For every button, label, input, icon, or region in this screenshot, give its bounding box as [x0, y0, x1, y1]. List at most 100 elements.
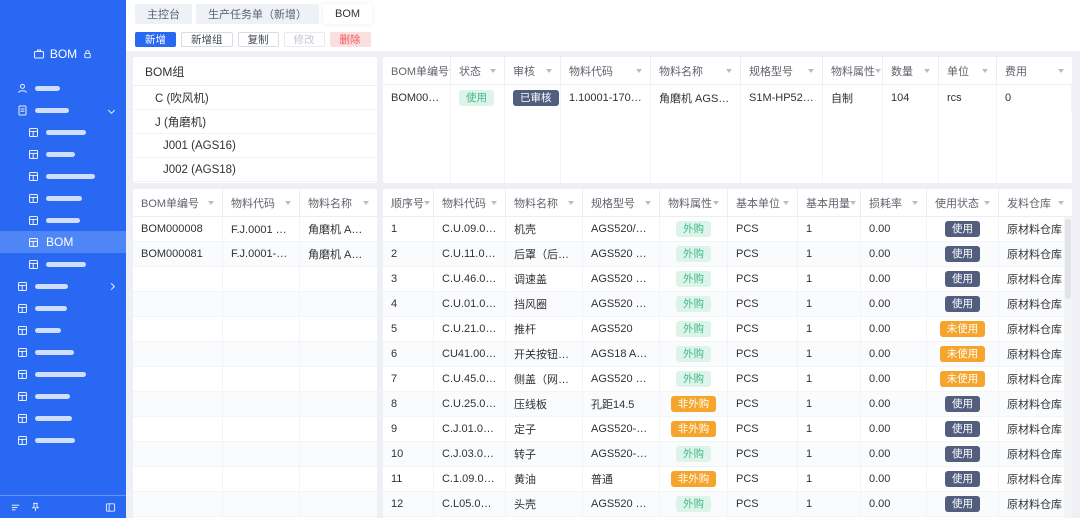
sidebar-item[interactable] — [0, 77, 126, 99]
tree-node-c[interactable]: C (吹风机) — [133, 86, 377, 110]
sidebar-item[interactable] — [0, 429, 126, 451]
column-header[interactable]: 发料仓库 — [999, 189, 1072, 217]
sidebar-item[interactable] — [0, 187, 126, 209]
table-row[interactable]: 2 C.U.11.0023 后罩（后手柄） AGS520 521 外购 PCS 1 0.00 使… — [383, 242, 1072, 267]
pin-icon[interactable] — [30, 502, 41, 513]
filter-caret-icon[interactable] — [875, 68, 881, 73]
filter-caret-icon[interactable] — [982, 68, 988, 73]
column-header[interactable]: 物料名称 — [651, 57, 741, 85]
table-row[interactable]: 4 C.U.01.0023 挡风圈 AGS520 521 外购 PCS 1 0.00 使用 原材料… — [383, 292, 1072, 317]
tab-bom[interactable]: BOM — [323, 4, 373, 24]
column-header[interactable]: 基本用量 — [798, 189, 861, 217]
filter-caret-icon[interactable] — [568, 200, 574, 205]
column-header[interactable]: 顺序号 — [383, 189, 434, 217]
add-button[interactable]: 新增 — [135, 32, 176, 47]
filter-caret-icon[interactable] — [491, 200, 497, 205]
filter-caret-icon[interactable] — [490, 68, 496, 73]
column-header[interactable]: 数量 — [883, 57, 939, 85]
sidebar-item[interactable] — [0, 363, 126, 385]
modify-button[interactable]: 修改 — [283, 32, 325, 47]
lock-icon[interactable] — [82, 49, 93, 60]
filter-caret-icon[interactable] — [208, 200, 214, 205]
tab-console[interactable]: 主控台 — [135, 4, 192, 24]
sidebar-item[interactable] — [0, 99, 126, 121]
table-row[interactable]: 12 C.L05.0035 头壳 AGS520 521 外购 PCS 1 0.00 使用 原材料仓… — [383, 492, 1072, 517]
copy-button[interactable]: 复制 — [237, 32, 279, 47]
column-header[interactable]: 物料属性 — [660, 189, 728, 217]
sidebar-item[interactable] — [0, 297, 126, 319]
sidebar-item[interactable] — [0, 275, 126, 297]
filter-caret-icon[interactable] — [1058, 200, 1064, 205]
column-header[interactable]: 基本单位 — [728, 189, 798, 217]
sidebar-item[interactable] — [0, 341, 126, 363]
sort-icon[interactable] — [10, 502, 21, 513]
table-row[interactable]: BOM000008 F.J.0001 1707-095 宁... 角磨机 AGS52… — [133, 217, 377, 242]
column-header[interactable]: 状态 — [451, 57, 505, 85]
table-row[interactable]: 1 C.U.09.002 机壳 AGS520/DPS 外购 PCS 1 0.00 使用 原材料仓库 — [383, 217, 1072, 242]
table-row[interactable]: 5 C.U.21.0005 推杆 AGS520 外购 PCS 1 0.00 未使用 原材料仓库 — [383, 317, 1072, 342]
table-row[interactable]: 8 C.U.25.0002 压线板 孔距14.5 非外购 PCS 1 0.00 使用 原材料仓库 — [383, 392, 1072, 417]
scrollbar-thumb[interactable] — [1065, 219, 1071, 299]
column-header[interactable]: BOM单编号 — [133, 189, 223, 217]
filter-caret-icon[interactable] — [713, 200, 719, 205]
filter-caret-icon[interactable] — [546, 68, 552, 73]
cell: PCS — [728, 392, 798, 417]
filter-caret-icon[interactable] — [850, 200, 856, 205]
column-header[interactable]: 物料代码 — [223, 189, 300, 217]
sidebar-item-bom[interactable]: BOM — [0, 231, 126, 253]
column-header[interactable]: 物料名称 — [506, 189, 583, 217]
sidebar-item[interactable] — [0, 385, 126, 407]
column-header[interactable]: 单位 — [939, 57, 997, 85]
column-header[interactable]: 规格型号 — [741, 57, 823, 85]
column-header[interactable]: 损耗率 — [861, 189, 927, 217]
bom-picker-panel: BOM单编号 物料代码 物料名称 BOM000008 F.J.0001 1707-… — [133, 189, 377, 518]
sidebar-item[interactable] — [0, 143, 126, 165]
filter-caret-icon[interactable] — [449, 68, 450, 73]
filter-caret-icon[interactable] — [285, 200, 291, 205]
filter-caret-icon[interactable] — [783, 200, 789, 205]
column-header[interactable]: BOM单编号 — [383, 57, 451, 85]
filter-caret-icon[interactable] — [636, 68, 642, 73]
column-header[interactable]: 物料名称 — [300, 189, 377, 217]
sidebar-item[interactable] — [0, 121, 126, 143]
add-group-button[interactable]: 新增组 — [181, 32, 233, 47]
table-row[interactable]: 9 C.J.01.0001 定子 AGS520-120V 非外购 PCS 1 0.00 使用 原材… — [383, 417, 1072, 442]
collapse-panel-icon[interactable] — [105, 502, 116, 513]
filter-caret-icon[interactable] — [808, 68, 814, 73]
column-header[interactable]: 物料代码 — [561, 57, 651, 85]
column-header[interactable]: 费用 — [997, 57, 1072, 85]
column-header[interactable]: 审核 — [505, 57, 561, 85]
table-row[interactable]: 10 C.J.03.0003 转子 AGS520-120V 外购 PCS 1 0.00 使用 原材… — [383, 442, 1072, 467]
table-row[interactable]: BOM000081 使用 已审核 1.10001-1706-077-1 角磨机 … — [383, 85, 1072, 111]
sidebar-item[interactable] — [0, 165, 126, 187]
column-header[interactable]: 物料属性 — [823, 57, 883, 85]
filter-caret-icon[interactable] — [912, 200, 918, 205]
column-header[interactable]: 规格型号 — [583, 189, 660, 217]
cell-text: 3 — [391, 273, 398, 285]
status-badge: 外购 — [676, 321, 711, 337]
delete-button[interactable]: 删除 — [329, 32, 371, 47]
filter-caret-icon[interactable] — [726, 68, 732, 73]
filter-caret-icon[interactable] — [924, 68, 930, 73]
table-row[interactable]: 3 C.U.46.0001 调速盖 AGS520 521 外购 PCS 1 0.00 使用 原材料… — [383, 267, 1072, 292]
table-row[interactable]: 7 C.U.45.0013 侧盖（网盖） AGS520 521 外购 PCS 1 0.00 未使… — [383, 367, 1072, 392]
sidebar-item[interactable] — [0, 209, 126, 231]
column-header[interactable]: 使用状态 — [927, 189, 999, 217]
filter-caret-icon[interactable] — [363, 200, 369, 205]
tab-production-order[interactable]: 生产任务单（新增） — [196, 4, 319, 24]
tree-node-j[interactable]: J (角磨机) — [133, 110, 377, 134]
vertical-scrollbar[interactable] — [1064, 217, 1072, 518]
sidebar-item[interactable] — [0, 319, 126, 341]
table-row[interactable]: BOM000081 F.J.0001-1706-077-1 角磨机 AGS20 — [133, 242, 377, 267]
filter-caret-icon[interactable] — [424, 200, 430, 205]
table-row[interactable]: 6 CU41.0005 开关按钮（推杆） AGS18 AGS5 外购 PCS 1 0.00 未使… — [383, 342, 1072, 367]
tree-node-j001[interactable]: J001 (AGS16) — [133, 134, 377, 158]
filter-caret-icon[interactable] — [984, 200, 990, 205]
tree-node-j002[interactable]: J002 (AGS18) — [133, 158, 377, 182]
sidebar-item[interactable] — [0, 253, 126, 275]
filter-caret-icon[interactable] — [1058, 68, 1064, 73]
filter-caret-icon[interactable] — [645, 200, 651, 205]
sidebar-item[interactable] — [0, 407, 126, 429]
column-header[interactable]: 物料代码 — [434, 189, 506, 217]
table-row[interactable]: 11 C.1.09.0001 黄油 普通 非外购 PCS 1 0.00 使用 原材料仓库 — [383, 467, 1072, 492]
